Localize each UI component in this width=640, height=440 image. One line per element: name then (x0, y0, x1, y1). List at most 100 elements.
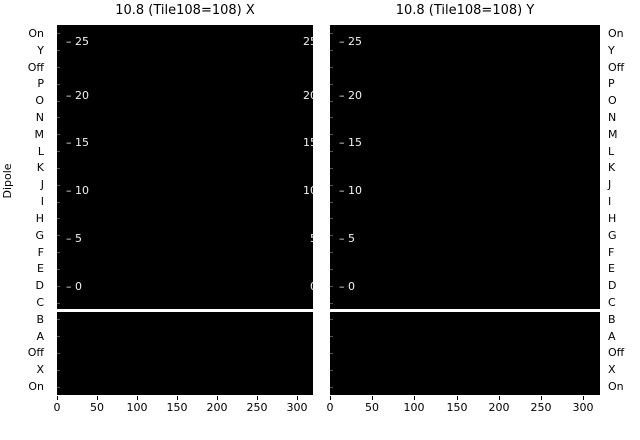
category-tick-label-left: K (36, 161, 44, 174)
category-tick-mark (330, 101, 333, 102)
category-tick-mark (57, 67, 60, 68)
x-axis-tick-mark (57, 396, 58, 400)
category-tick-label-left: L (37, 145, 44, 158)
heatmap-right-main[interactable]: –25 –20 –15 –10 –5 –0 (330, 25, 600, 309)
x-axis-tick-label: 300 (572, 401, 594, 414)
tick-dash-icon: – (66, 35, 72, 48)
x-axis-tick-label: 100 (126, 401, 148, 414)
heatmap-left-main-clip: –25 –20 –15 –10 –5 –0 25 20 15 10 5 0 (57, 25, 313, 309)
x-axis-tick-label: 250 (530, 401, 552, 414)
x-axis-tick-label: 100 (403, 401, 425, 414)
x-axis-tick-mark (583, 396, 584, 400)
category-tick-mark (57, 252, 60, 253)
heatmap-left-lower[interactable] (57, 312, 313, 395)
heatmap-left-main[interactable]: –25 –20 –15 –10 –5 –0 25 20 15 10 5 0 (57, 25, 313, 309)
x-axis-tick-label: 150 (446, 401, 468, 414)
x-axis-tick-mark (499, 396, 500, 400)
tick-dash-icon: – (66, 89, 72, 102)
inner-tick-right-20: 20 (303, 89, 313, 102)
x-axis-tick-label: 250 (246, 401, 268, 414)
category-tick-mark (330, 269, 333, 270)
category-tick-mark (330, 84, 333, 85)
category-tick-mark (57, 101, 60, 102)
tick-dash-icon: – (339, 232, 345, 245)
category-tick-mark (330, 370, 333, 371)
category-tick-mark (330, 33, 333, 34)
x-axis-tick-label: 50 (90, 401, 104, 414)
inner-tick-right-15: 15 (303, 136, 313, 149)
category-tick-mark (57, 370, 60, 371)
category-tick-label-left: P (37, 77, 44, 90)
inner-tick-right-25: 25 (303, 35, 313, 48)
category-tick-label-left: G (35, 229, 44, 242)
category-tick-label-left: E (37, 262, 44, 275)
tick-dash-icon: – (339, 280, 345, 293)
inner-tick-left-25: –25 (339, 35, 362, 48)
inner-tick-left-15: –15 (339, 136, 362, 149)
x-axis-tick-label: 150 (166, 401, 188, 414)
category-tick-mark (330, 252, 333, 253)
category-tick-mark (57, 319, 60, 320)
category-tick-label-right: O (608, 94, 617, 107)
inner-tick-left-5: –5 (339, 232, 355, 245)
category-tick-mark (330, 185, 333, 186)
panel-title-right: 10.8 (Tile108=108) Y (395, 3, 535, 18)
category-tick-mark (57, 303, 60, 304)
category-tick-label-right: G (608, 229, 617, 242)
category-tick-label-left: C (36, 296, 44, 309)
category-tick-mark (57, 33, 60, 34)
category-tick-label-right: A (608, 330, 616, 343)
category-tick-mark (330, 50, 333, 51)
category-tick-label-right: K (608, 161, 616, 174)
category-tick-label-right: J (608, 178, 612, 191)
category-tick-mark (330, 387, 333, 388)
category-tick-label-left: H (35, 212, 44, 225)
category-tick-label-right: H (608, 212, 617, 225)
inner-tick-left-25: –25 (66, 35, 89, 48)
category-tick-label-right: Off (608, 346, 625, 359)
x-axis-tick-mark (297, 396, 298, 400)
inner-tick-right-10: 10 (303, 184, 313, 197)
category-tick-label-right: D (608, 279, 617, 292)
category-tick-mark (330, 134, 333, 135)
x-axis-tick-mark (217, 396, 218, 400)
x-axis-tick-mark (257, 396, 258, 400)
category-tick-mark (330, 319, 333, 320)
tick-dash-icon: – (66, 184, 72, 197)
inner-tick-left-5: –5 (66, 232, 82, 245)
category-tick-mark (57, 185, 60, 186)
heatmap-right-lower[interactable] (330, 312, 600, 395)
category-tick-mark (330, 353, 333, 354)
category-tick-mark (330, 218, 333, 219)
tick-dash-icon: – (339, 184, 345, 197)
x-axis-tick-mark (137, 396, 138, 400)
category-tick-mark (57, 202, 60, 203)
x-axis-tick-mark (372, 396, 373, 400)
category-tick-label-left: Off (27, 346, 44, 359)
category-tick-mark (57, 84, 60, 85)
tick-dash-icon: – (339, 89, 345, 102)
x-axis-tick-label: 200 (206, 401, 228, 414)
inner-tick-left-15: –15 (66, 136, 89, 149)
category-tick-label-left: X (36, 363, 44, 376)
category-tick-label-left: J (40, 178, 44, 191)
category-tick-label-right: N (608, 111, 617, 124)
tick-dash-icon: – (339, 136, 345, 149)
category-tick-mark (330, 151, 333, 152)
category-tick-label-left: Y (37, 44, 44, 57)
category-tick-mark (330, 286, 333, 287)
category-tick-mark (57, 387, 60, 388)
x-axis-tick-label: 0 (326, 401, 334, 414)
category-tick-label-right: M (608, 128, 618, 141)
category-tick-mark (330, 336, 333, 337)
x-axis-tick-mark (457, 396, 458, 400)
category-tick-mark (330, 168, 333, 169)
category-tick-label-left: D (35, 279, 44, 292)
category-tick-mark (57, 218, 60, 219)
inner-tick-left-10: –10 (339, 184, 362, 197)
category-tick-mark (57, 286, 60, 287)
inner-tick-right-5: 5 (310, 233, 313, 244)
category-tick-label-right: P (608, 77, 615, 90)
category-tick-mark (57, 50, 60, 51)
category-tick-label-left: O (35, 94, 44, 107)
